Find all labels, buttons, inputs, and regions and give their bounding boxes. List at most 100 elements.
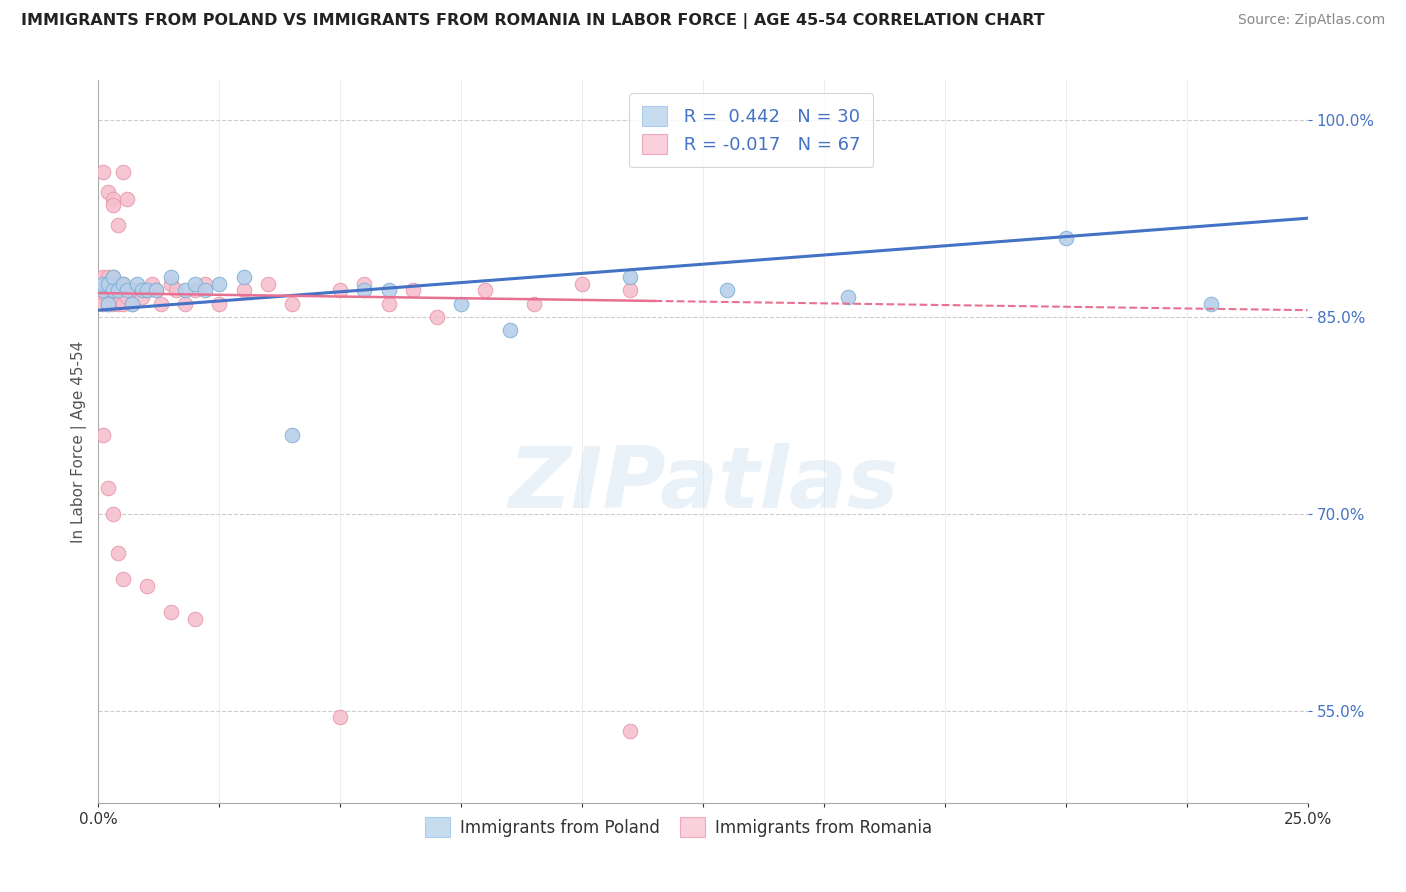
Point	[101, 198, 124, 212]
Point	[619, 270, 641, 285]
Point	[101, 270, 124, 285]
Text: ZIPatlas: ZIPatlas	[508, 443, 898, 526]
Point	[256, 277, 278, 291]
Point	[117, 284, 139, 298]
Point	[426, 310, 449, 324]
Text: Source: ZipAtlas.com: Source: ZipAtlas.com	[1237, 13, 1385, 28]
Point	[402, 284, 425, 298]
Point	[329, 710, 352, 724]
Point	[232, 284, 254, 298]
Point	[107, 284, 129, 298]
Point	[329, 284, 352, 298]
Point	[141, 277, 163, 291]
Point	[101, 284, 124, 298]
Point	[498, 323, 520, 337]
Point	[160, 270, 183, 285]
Point	[111, 277, 134, 291]
Point	[91, 296, 114, 310]
Point	[91, 270, 114, 285]
Point	[117, 284, 139, 298]
Point	[184, 277, 207, 291]
Point	[232, 270, 254, 285]
Point	[91, 290, 114, 304]
Point	[145, 284, 167, 298]
Point	[107, 284, 129, 298]
Point	[117, 290, 139, 304]
Point	[716, 284, 738, 298]
Point	[97, 296, 120, 310]
Point	[174, 296, 197, 310]
Point	[619, 723, 641, 738]
Point	[571, 277, 593, 291]
Point	[111, 165, 134, 179]
Point	[101, 192, 124, 206]
Point	[107, 296, 129, 310]
Point	[121, 296, 143, 310]
Point	[135, 284, 157, 298]
Point	[353, 277, 375, 291]
Point	[97, 277, 120, 291]
Point	[145, 284, 167, 298]
Point	[107, 284, 129, 298]
Point	[107, 277, 129, 291]
Point	[127, 277, 149, 291]
Point	[91, 284, 114, 298]
Point	[101, 507, 124, 521]
Point	[101, 290, 124, 304]
Point	[97, 481, 120, 495]
Point	[131, 284, 153, 298]
Point	[474, 284, 496, 298]
Point	[281, 428, 304, 442]
Point	[97, 290, 120, 304]
Point	[131, 290, 153, 304]
Point	[150, 296, 173, 310]
Point	[101, 284, 124, 298]
Point	[101, 296, 124, 310]
Point	[91, 277, 114, 291]
Point	[111, 277, 134, 291]
Point	[353, 284, 375, 298]
Point	[160, 277, 183, 291]
Point	[91, 428, 114, 442]
Point	[91, 277, 114, 291]
Point	[194, 284, 217, 298]
Point	[107, 546, 129, 560]
Point	[837, 290, 859, 304]
Point	[91, 165, 114, 179]
Point	[117, 192, 139, 206]
Point	[97, 296, 120, 310]
Point	[160, 605, 183, 619]
Legend: Immigrants from Poland, Immigrants from Romania: Immigrants from Poland, Immigrants from …	[418, 809, 941, 845]
Point	[101, 270, 124, 285]
Point	[208, 277, 231, 291]
Point	[619, 284, 641, 298]
Point	[1199, 296, 1222, 310]
Point	[97, 284, 120, 298]
Point	[127, 284, 149, 298]
Point	[107, 218, 129, 232]
Y-axis label: In Labor Force | Age 45-54: In Labor Force | Age 45-54	[72, 341, 87, 542]
Point	[97, 270, 120, 285]
Point	[101, 277, 124, 291]
Text: IMMIGRANTS FROM POLAND VS IMMIGRANTS FROM ROMANIA IN LABOR FORCE | AGE 45-54 COR: IMMIGRANTS FROM POLAND VS IMMIGRANTS FRO…	[21, 13, 1045, 29]
Point	[184, 612, 207, 626]
Point	[523, 296, 546, 310]
Point	[165, 284, 187, 298]
Point	[377, 296, 399, 310]
Point	[121, 284, 143, 298]
Point	[97, 185, 120, 199]
Point	[450, 296, 472, 310]
Point	[208, 296, 231, 310]
Point	[281, 296, 304, 310]
Point	[135, 284, 157, 298]
Point	[97, 277, 120, 291]
Point	[111, 296, 134, 310]
Point	[91, 284, 114, 298]
Point	[121, 296, 143, 310]
Point	[1054, 231, 1077, 245]
Point	[135, 579, 157, 593]
Point	[111, 573, 134, 587]
Point	[91, 284, 114, 298]
Point	[174, 284, 197, 298]
Point	[377, 284, 399, 298]
